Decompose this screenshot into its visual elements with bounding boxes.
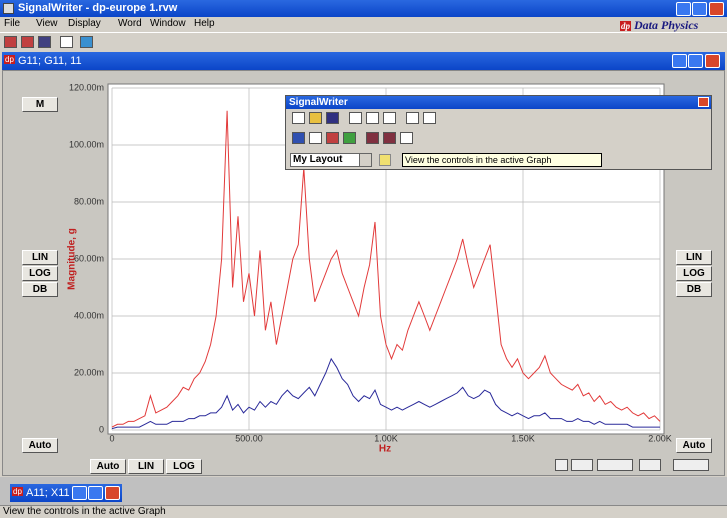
menu-item[interactable]: Display <box>68 18 101 29</box>
y-tick-label: 80.00m <box>74 196 104 206</box>
tool-icon[interactable] <box>383 132 396 144</box>
menu-item[interactable]: Window <box>150 18 186 29</box>
graph-button[interactable]: LIN <box>128 459 164 474</box>
y-tick-label: 60.00m <box>74 253 104 263</box>
tool-icon[interactable] <box>423 112 436 124</box>
minimized-window[interactable]: dp A11; X11 <box>10 484 122 502</box>
tool-icon[interactable] <box>349 112 362 124</box>
tool-icon[interactable] <box>80 36 93 48</box>
help-icon[interactable] <box>379 154 391 166</box>
menu-item[interactable]: Word <box>118 18 142 29</box>
logo-mark: dp <box>620 21 631 31</box>
x-tick-label: 1.00K <box>374 433 398 443</box>
tool-icon[interactable] <box>673 459 709 471</box>
tool-icon[interactable] <box>366 132 379 144</box>
child-icon: dp <box>4 55 15 64</box>
dropdown-arrow[interactable] <box>359 154 371 166</box>
toolbar-icons <box>286 110 711 150</box>
y-axis-label: Magnitude, g <box>67 228 78 290</box>
minimized-icon: dp <box>12 487 23 496</box>
graph-button[interactable]: LOG <box>22 266 58 281</box>
tool-icon[interactable] <box>60 36 73 48</box>
graph-button[interactable]: LOG <box>166 459 202 474</box>
menu-item[interactable]: View <box>36 18 58 29</box>
tool-icon[interactable] <box>639 459 661 471</box>
tool-icon[interactable] <box>292 132 305 144</box>
app-icon <box>3 3 14 14</box>
tool-icon[interactable] <box>21 36 34 48</box>
minimized-title: A11; X11 <box>26 487 70 499</box>
tool-icon[interactable] <box>326 112 339 124</box>
series-line <box>111 110 661 428</box>
tool-icon[interactable] <box>366 112 379 124</box>
graph-button[interactable]: M <box>22 97 58 112</box>
tooltip: View the controls in the active Graph <box>402 153 602 167</box>
logo: dp Data Physics <box>620 18 724 32</box>
tool-icon[interactable] <box>309 132 322 144</box>
tool-icon[interactable] <box>4 36 17 48</box>
toolbar <box>0 32 727 50</box>
x-tick-label: 500.00 <box>235 433 263 443</box>
tool-icon[interactable] <box>383 112 396 124</box>
layout-dropdown[interactable]: My Layout <box>290 153 372 167</box>
tool-icon[interactable] <box>571 459 593 471</box>
close-button[interactable] <box>705 54 720 68</box>
maximize-button[interactable] <box>88 486 103 500</box>
tool-icon[interactable] <box>555 459 568 471</box>
toolbar-window: SignalWriter My Layout View the controls… <box>285 95 712 170</box>
tool-icon[interactable] <box>309 112 322 124</box>
close-button[interactable] <box>105 486 120 500</box>
window-title: SignalWriter - dp-europe 1.rvw <box>18 2 178 14</box>
graph-button[interactable]: Auto <box>22 438 58 453</box>
minimize-button[interactable] <box>676 2 691 16</box>
status-text: View the controls in the active Graph <box>3 506 166 517</box>
tool-icon[interactable] <box>326 132 339 144</box>
graph-button[interactable]: Auto <box>676 438 712 453</box>
y-tick-label: 40.00m <box>74 310 104 320</box>
child-title-bar: dp G11; G11, 11 <box>2 52 725 70</box>
x-axis-label: Hz <box>379 444 391 455</box>
child-title: G11; G11, 11 <box>18 55 82 67</box>
tool-icon[interactable] <box>400 132 413 144</box>
y-tick-label: 0 <box>99 424 104 434</box>
x-tick-label: 1.50K <box>511 433 535 443</box>
layout-name: My Layout <box>293 154 343 165</box>
tool-icon[interactable] <box>292 112 305 124</box>
toolbar-window-title-bar: SignalWriter <box>286 96 711 109</box>
tool-icon[interactable] <box>597 459 633 471</box>
tool-icon[interactable] <box>343 132 356 144</box>
tool-icon[interactable] <box>406 112 419 124</box>
menu-item[interactable]: File <box>4 18 21 29</box>
graph-button[interactable]: Auto <box>90 459 126 474</box>
x-tick-label: 0 <box>109 433 114 443</box>
restore-button[interactable] <box>72 486 87 500</box>
minimize-button[interactable] <box>672 54 687 68</box>
graph-tools <box>555 458 713 473</box>
maximize-button[interactable] <box>692 2 707 16</box>
x-tick-label: 2.00K <box>648 433 672 443</box>
y-tick-label: 100.00m <box>69 139 104 149</box>
menu-bar: File View Display Word Window Help <box>0 17 727 31</box>
maximize-button[interactable] <box>688 54 703 68</box>
graph-button[interactable]: LIN <box>22 250 58 265</box>
tooltip-text: View the controls in the active Graph <box>405 155 552 165</box>
y-tick-label: 20.00m <box>74 367 104 377</box>
close-button[interactable] <box>698 97 709 107</box>
status-bar: View the controls in the active Graph <box>0 505 727 518</box>
tool-icon[interactable] <box>38 36 51 48</box>
close-button[interactable] <box>709 2 724 16</box>
toolbar-window-title: SignalWriter <box>289 97 348 108</box>
graph-button[interactable]: DB <box>676 282 712 297</box>
title-bar: SignalWriter - dp-europe 1.rvw <box>0 0 727 17</box>
graph-button[interactable]: LOG <box>676 266 712 281</box>
graph-button[interactable]: LIN <box>676 250 712 265</box>
y-tick-label: 120.00m <box>69 82 104 92</box>
menu-item[interactable]: Help <box>194 18 215 29</box>
graph-button[interactable]: DB <box>22 282 58 297</box>
series-line <box>111 357 660 430</box>
logo-text: Data Physics <box>634 18 699 32</box>
